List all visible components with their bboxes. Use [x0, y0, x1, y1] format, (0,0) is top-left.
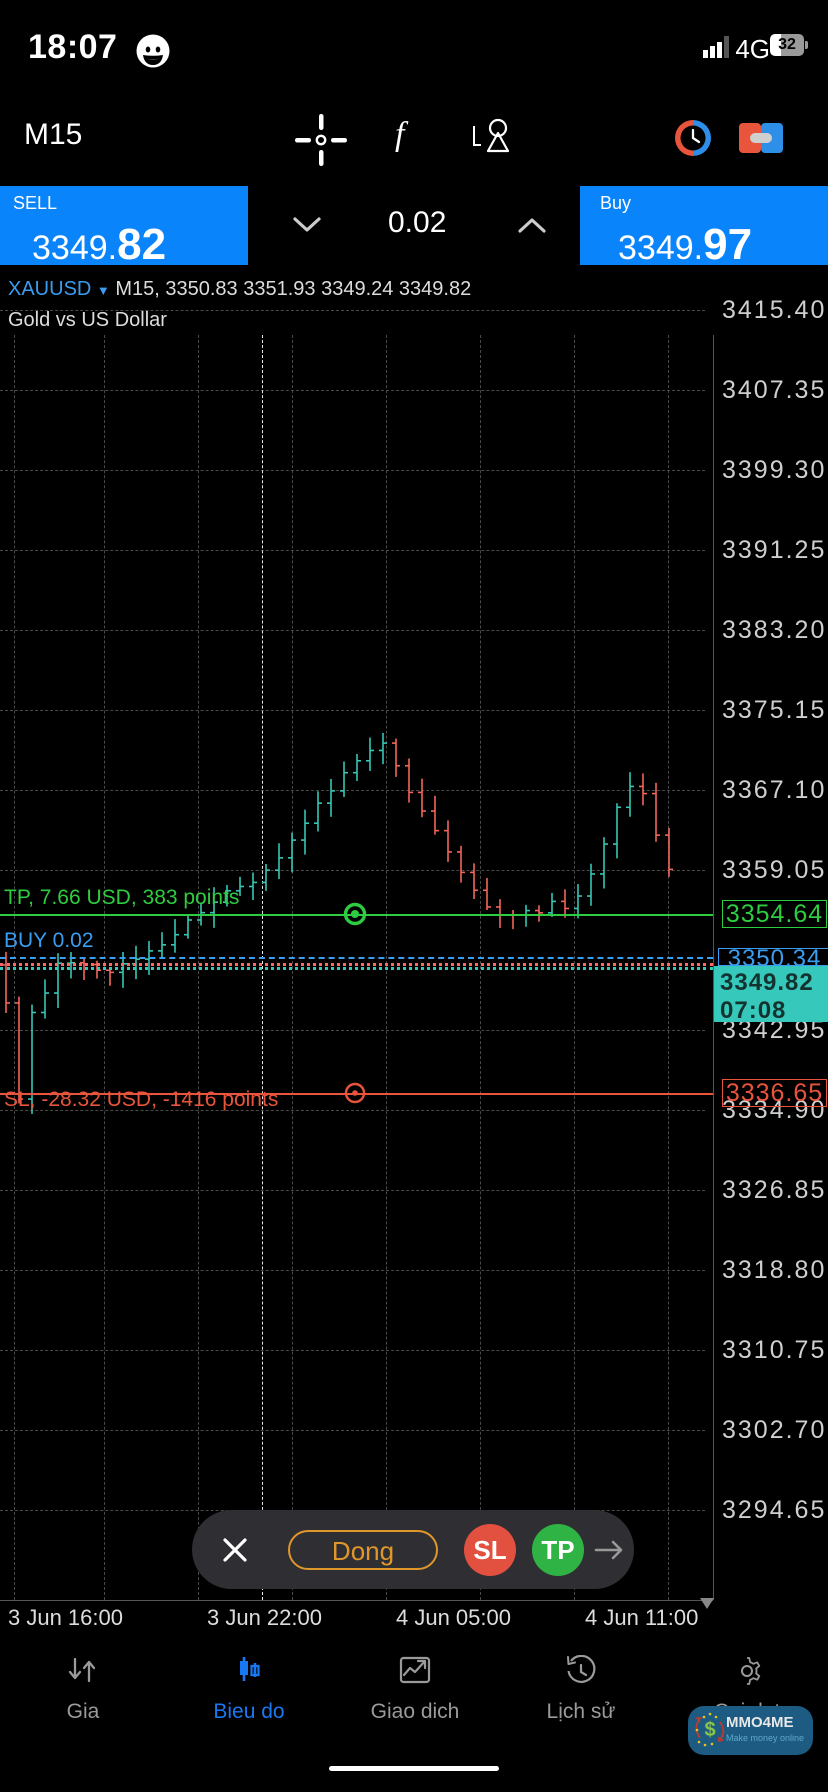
- svg-text:$: $: [704, 1719, 715, 1741]
